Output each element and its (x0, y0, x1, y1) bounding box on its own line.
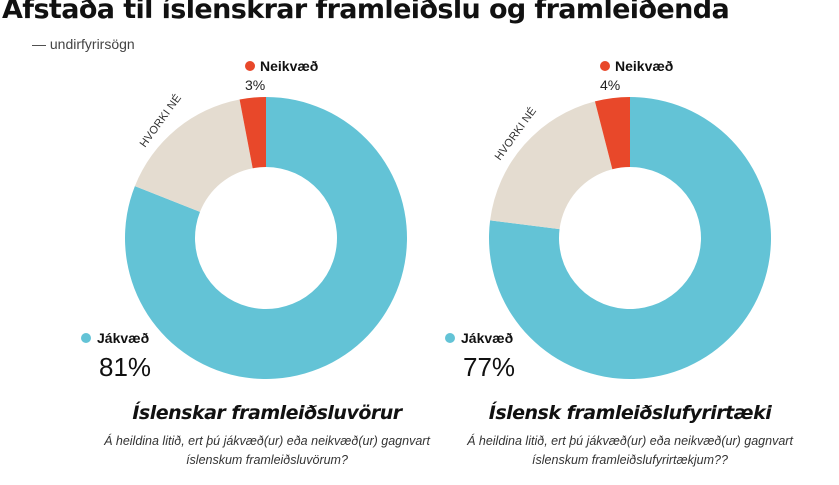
donut-slice-2-hvorki-né (490, 101, 613, 230)
donut-chart-2: Neikvæð 4% HVORKI NÉ Jákvæð 77% (445, 58, 771, 382)
donut-slice-1-neikvæð (239, 97, 266, 169)
page-title: Afstaða til íslenskrar framleiðslu og fr… (2, 0, 730, 25)
positive-value-label-1: 81% (99, 352, 151, 382)
chart-question-2: Á heildina litið, ert þú jákvæð(ur) eða … (467, 434, 793, 467)
donut-slice-2-jákvæð (488, 97, 771, 379)
positive-legend-dot-1 (81, 333, 91, 343)
positive-value-label-2: 77% (463, 352, 515, 382)
page-subtitle: — undirfyrirsögn (32, 36, 135, 52)
donut-chart-1: Neikvæð 3% HVORKI NÉ Jákvæð 81% (81, 58, 407, 382)
chart-question-1: Á heildina litið, ert þú jákvæð(ur) eða … (104, 434, 430, 467)
donut-slice-1-jákvæð (124, 97, 407, 380)
donut-slice-1-hvorki-né (134, 99, 253, 212)
negative-legend-dot-1 (245, 61, 255, 71)
donut-slices-1 (124, 97, 407, 380)
chart-title-2: Íslensk framleiðslufyrirtæki (488, 402, 772, 424)
positive-legend-label-1: Jákvæð (97, 330, 149, 346)
negative-value-label-2: 4% (600, 77, 620, 93)
negative-legend-dot-2 (600, 61, 610, 71)
negative-legend-label-2: Neikvæð (615, 58, 673, 74)
positive-legend-dot-2 (445, 333, 455, 343)
chart-title-1: Íslenskar framleiðsluvörur (132, 402, 402, 424)
donut-slice-2-neikvæð (594, 97, 630, 170)
negative-legend-label-1: Neikvæð (260, 58, 318, 74)
negative-value-label-1: 3% (245, 77, 265, 93)
donut-slices-2 (488, 97, 771, 379)
positive-legend-label-2: Jákvæð (461, 330, 513, 346)
